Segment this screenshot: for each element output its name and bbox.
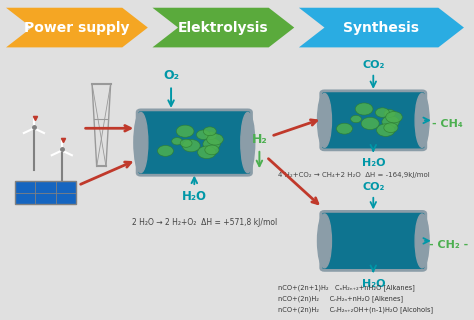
- Circle shape: [207, 134, 223, 145]
- Circle shape: [355, 103, 373, 115]
- Circle shape: [375, 108, 389, 117]
- Circle shape: [384, 123, 398, 132]
- Polygon shape: [153, 8, 294, 47]
- Circle shape: [361, 117, 379, 130]
- Circle shape: [376, 124, 395, 136]
- Circle shape: [182, 140, 200, 152]
- Circle shape: [176, 125, 194, 137]
- Text: nCO+(2n+1)H₂   CₙH₂ₙ₊₂+nH₂O [Alkanes]: nCO+(2n+1)H₂ CₙH₂ₙ₊₂+nH₂O [Alkanes]: [278, 284, 415, 291]
- Circle shape: [172, 138, 182, 145]
- Text: - CH₄: - CH₄: [432, 118, 463, 129]
- Text: CO₂: CO₂: [362, 182, 384, 192]
- Text: O₂: O₂: [163, 69, 179, 83]
- Circle shape: [157, 146, 173, 156]
- Circle shape: [196, 130, 210, 140]
- Ellipse shape: [318, 93, 331, 147]
- Text: nCO+(2n)H₂     CₙH₂ₙ+nH₂O [Alkenes]: nCO+(2n)H₂ CₙH₂ₙ+nH₂O [Alkenes]: [278, 295, 403, 302]
- Text: H₂O: H₂O: [362, 279, 385, 289]
- Circle shape: [203, 127, 216, 136]
- Text: H₂: H₂: [252, 133, 267, 146]
- FancyBboxPatch shape: [321, 91, 426, 150]
- Circle shape: [198, 146, 216, 159]
- Ellipse shape: [318, 214, 331, 268]
- Ellipse shape: [241, 112, 255, 173]
- Text: 2 H₂O → 2 H₂+O₂  ΔH = +571,8 kJ/mol: 2 H₂O → 2 H₂+O₂ ΔH = +571,8 kJ/mol: [132, 218, 277, 227]
- Polygon shape: [6, 8, 148, 47]
- Text: H₂O: H₂O: [182, 190, 207, 203]
- Circle shape: [180, 139, 192, 147]
- Ellipse shape: [415, 214, 429, 268]
- Polygon shape: [299, 8, 464, 47]
- Circle shape: [351, 115, 361, 123]
- Text: Synthesis: Synthesis: [344, 20, 419, 35]
- Text: Power supply: Power supply: [24, 20, 130, 35]
- Circle shape: [384, 109, 395, 117]
- FancyBboxPatch shape: [321, 212, 426, 270]
- Circle shape: [205, 132, 217, 140]
- Circle shape: [337, 123, 352, 134]
- Text: Elektrolysis: Elektrolysis: [178, 20, 269, 35]
- Ellipse shape: [415, 93, 429, 147]
- Circle shape: [386, 111, 402, 123]
- Text: CO₂: CO₂: [362, 60, 384, 70]
- Circle shape: [382, 116, 399, 128]
- Text: - CH₂ -: - CH₂ -: [429, 240, 468, 250]
- Circle shape: [203, 138, 220, 150]
- Circle shape: [205, 145, 219, 155]
- Text: H₂O: H₂O: [362, 157, 385, 168]
- FancyBboxPatch shape: [15, 180, 76, 204]
- FancyBboxPatch shape: [137, 110, 252, 175]
- Ellipse shape: [134, 112, 148, 173]
- Text: nCO+(2n)H₂     CₙH₂ₙ₊₂OH+(n-1)H₂O [Alcohols]: nCO+(2n)H₂ CₙH₂ₙ₊₂OH+(n-1)H₂O [Alcohols]: [278, 306, 433, 313]
- Text: 4 H₂+CO₂ → CH₄+2 H₂O  ΔH = -164,9kJ/mol: 4 H₂+CO₂ → CH₄+2 H₂O ΔH = -164,9kJ/mol: [278, 172, 430, 179]
